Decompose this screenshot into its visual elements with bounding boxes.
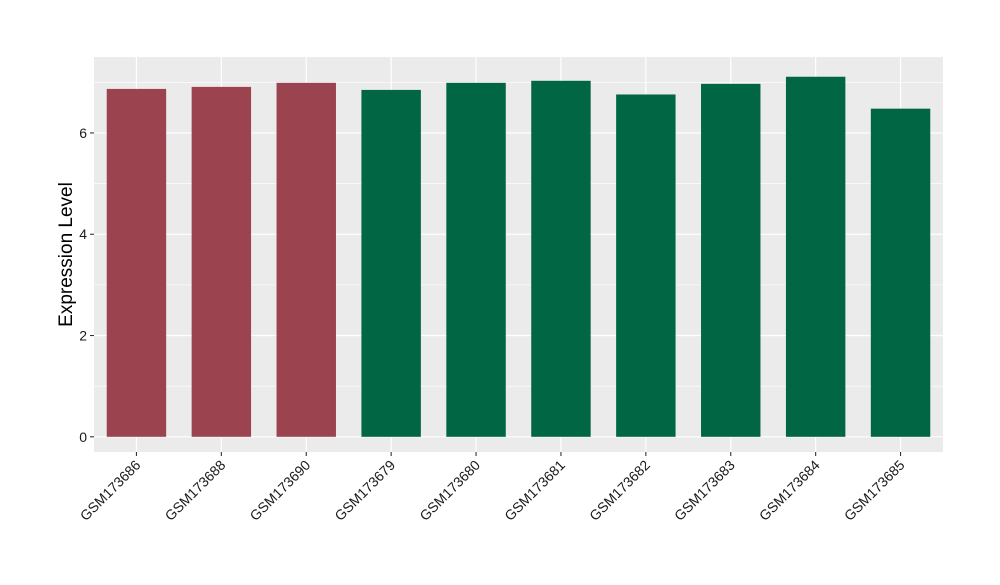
bar-GSM173681 — [531, 80, 591, 437]
bar-GSM173679 — [361, 89, 421, 437]
bar-GSM173682 — [616, 94, 676, 437]
x-axis: GSM173686 GSM173688 GSM173690 GSM173679 GSM1… — [77, 452, 908, 524]
x-tick-label: GSM173688 — [162, 457, 229, 524]
x-tick-label: GSM173682 — [586, 457, 653, 524]
y-tick-label: 2 — [79, 328, 87, 344]
x-tick-label: GSM173686 — [77, 457, 144, 524]
bar-GSM173683 — [701, 83, 761, 437]
bar-GSM173684 — [785, 76, 846, 437]
x-tick-label: GSM173684 — [756, 457, 823, 524]
x-tick-label: GSM173680 — [416, 457, 483, 524]
x-tick-label: GSM173683 — [671, 457, 738, 524]
x-tick-label: GSM173690 — [246, 457, 313, 524]
bar-GSM173686 — [106, 88, 167, 437]
bar-GSM173680 — [446, 82, 506, 437]
y-axis: 0 2 4 6 — [79, 125, 94, 445]
x-tick-label: GSM173685 — [841, 457, 908, 524]
x-tick-label: GSM173679 — [331, 457, 398, 524]
bar-GSM173688 — [191, 86, 252, 437]
y-tick-label: 0 — [79, 429, 87, 445]
y-tick-label: 4 — [79, 226, 87, 242]
bar-GSM173685 — [870, 108, 931, 437]
y-tick-label: 6 — [79, 125, 87, 141]
bars-group — [106, 76, 931, 437]
bar-GSM173690 — [276, 82, 336, 437]
x-tick-label: GSM173681 — [501, 457, 568, 524]
y-axis-title: Expression Level — [56, 182, 77, 327]
